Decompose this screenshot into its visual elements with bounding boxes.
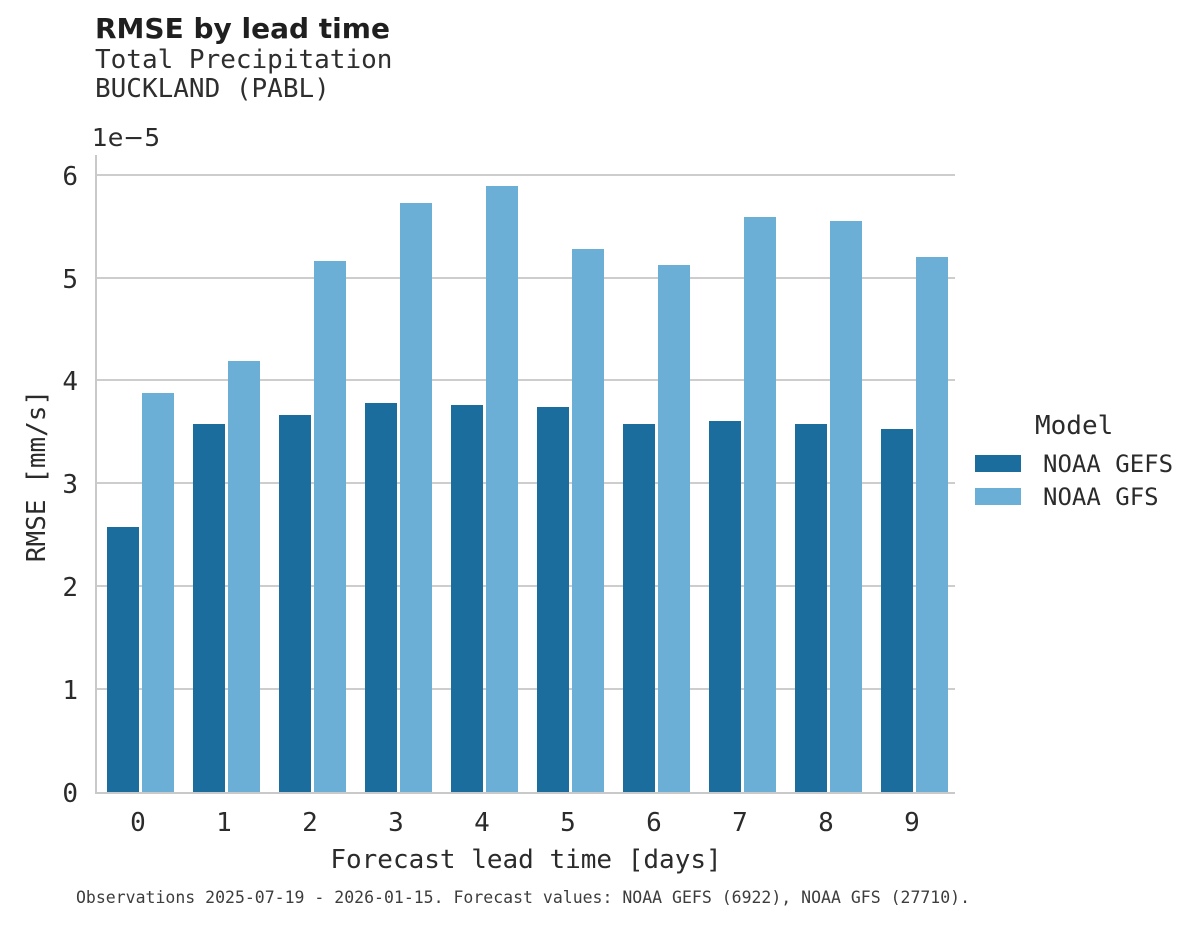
bar-noaa-gefs-lead-0 [106,526,139,792]
plot-area [95,155,955,794]
y-tick-label-5: 5 [62,264,78,295]
x-tick-label-8: 8 [818,808,834,838]
legend-label-noaa-gfs: NOAA GFS [1043,483,1159,511]
bar-noaa-gefs-lead-5 [536,407,569,792]
gridline-y2 [97,585,955,588]
bar-noaa-gfs-lead-6 [657,265,690,792]
chart-subtitle: Total Precipitation BUCKLAND (PABL) [95,46,392,104]
x-tick-label-9: 9 [904,808,920,838]
bar-noaa-gfs-lead-3 [399,203,432,792]
gridline-y5 [97,276,955,279]
bar-noaa-gfs-lead-8 [829,220,862,792]
subtitle-line-station: BUCKLAND (PABL) [95,74,330,104]
bar-noaa-gfs-lead-5 [571,248,604,792]
y-tick-label-1: 1 [62,676,78,707]
y-tick-label-3: 3 [62,470,78,501]
x-tick-label-2: 2 [302,808,318,838]
bar-noaa-gefs-lead-6 [622,423,655,792]
gridline-y3 [97,482,955,485]
x-axis-label: Forecast lead time [days] [330,845,722,875]
bar-noaa-gfs-lead-4 [485,185,518,792]
legend-title: Model [1035,411,1114,441]
bar-noaa-gfs-lead-2 [313,261,346,792]
gridline-y1 [97,688,955,691]
x-tick-label-1: 1 [216,808,232,838]
bar-noaa-gfs-lead-9 [915,256,948,792]
gridline-y6 [97,173,955,176]
y-tick-label-4: 4 [62,367,78,398]
bar-noaa-gefs-lead-8 [794,423,827,792]
bar-noaa-gefs-lead-9 [880,428,913,792]
legend-label-noaa-gefs: NOAA GEFS [1043,450,1174,478]
bar-noaa-gefs-lead-4 [450,405,483,792]
bar-noaa-gefs-lead-3 [364,403,397,792]
x-tick-label-6: 6 [646,808,662,838]
bar-noaa-gefs-lead-7 [708,420,741,792]
y-tick-label-0: 0 [62,779,78,809]
x-tick-label-7: 7 [732,808,748,838]
x-tick-label-4: 4 [474,808,490,838]
gridline-y4 [97,379,955,382]
bar-noaa-gfs-lead-1 [227,360,260,792]
x-tick-label-3: 3 [388,808,404,838]
y-axis-offset-text: 1e−5 [92,123,161,152]
chart-title: RMSE by lead time [95,12,390,45]
bar-noaa-gefs-lead-2 [278,415,311,792]
x-tick-label-5: 5 [560,808,576,838]
bar-noaa-gfs-lead-7 [743,216,776,792]
subtitle-line-variable: Total Precipitation [95,45,393,75]
caption-text: Observations 2025-07-19 - 2026-01-15. Fo… [76,888,971,907]
bar-noaa-gefs-lead-1 [192,423,225,792]
legend-swatch-noaa-gfs [975,488,1021,505]
x-tick-label-0: 0 [130,808,146,838]
bar-noaa-gfs-lead-0 [141,392,174,792]
y-tick-label-2: 2 [62,573,78,604]
legend-swatch-noaa-gefs [975,455,1021,472]
y-tick-label-6: 6 [62,161,78,192]
